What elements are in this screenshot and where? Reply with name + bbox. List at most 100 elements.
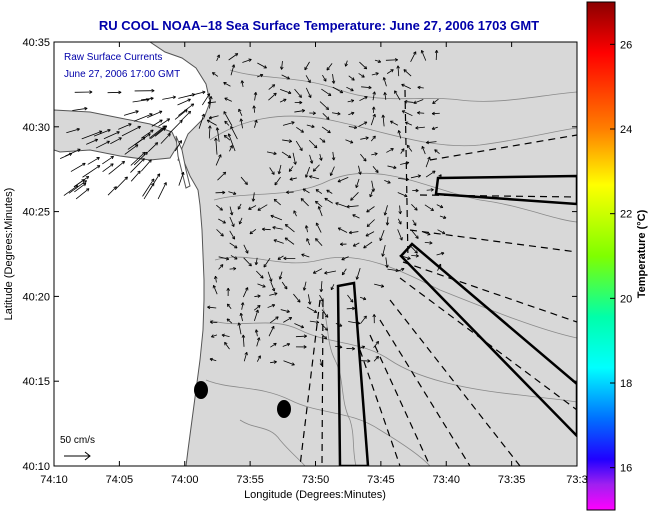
current-arrow	[361, 85, 372, 90]
current-arrow	[359, 296, 367, 301]
current-arrow	[215, 190, 226, 195]
current-arrow	[278, 271, 283, 280]
current-arrow	[211, 72, 219, 77]
current-arrow	[102, 163, 114, 173]
current-arrow	[93, 128, 111, 137]
current-arrow	[401, 83, 411, 89]
current-arrow	[294, 323, 305, 329]
current-arrow	[263, 257, 271, 268]
current-arrow	[229, 266, 237, 271]
current-arrow	[410, 245, 418, 254]
current-arrow	[266, 151, 277, 156]
current-arrow	[270, 214, 283, 221]
current-arrow	[157, 182, 167, 200]
current-arrow	[371, 152, 378, 156]
current-arrow	[277, 255, 284, 260]
current-arrow	[410, 174, 421, 179]
current-arrow	[335, 202, 347, 208]
current-arrow	[294, 88, 302, 98]
current-arrow	[268, 325, 275, 337]
current-arrow	[206, 119, 217, 126]
current-arrow	[279, 88, 292, 95]
current-arrow	[382, 77, 387, 87]
current-arrow	[208, 115, 219, 120]
map-area	[54, 42, 577, 466]
current-arrow	[252, 105, 256, 113]
current-arrow	[360, 136, 369, 140]
current-arrow	[269, 292, 278, 296]
current-arrow	[239, 312, 244, 322]
current-arrow	[386, 148, 394, 153]
current-arrow	[243, 351, 248, 362]
current-arrow	[228, 53, 239, 61]
current-arrow	[229, 242, 238, 249]
current-arrow	[321, 309, 329, 318]
current-arrow	[305, 75, 311, 84]
current-arrow	[286, 190, 294, 195]
current-arrow	[437, 229, 446, 235]
current-arrow	[118, 123, 132, 130]
x-axis: 74:10 74:05 74:00 73:55 73:50 73:45 73:40 73:35…	[40, 42, 588, 486]
sandy-hook	[175, 135, 191, 189]
current-arrow	[398, 267, 405, 272]
current-arrow	[381, 114, 385, 127]
current-arrow	[240, 302, 245, 310]
current-arrow	[302, 188, 310, 194]
current-arrow	[254, 309, 259, 321]
current-arrow	[177, 98, 191, 106]
current-arrow	[211, 334, 218, 338]
current-arrow	[151, 119, 163, 127]
current-arrow	[322, 74, 327, 82]
current-arrow	[273, 198, 281, 206]
current-arrow	[95, 140, 110, 149]
current-arrow	[385, 216, 390, 226]
current-arrow	[365, 231, 375, 237]
scale-arrow	[64, 451, 91, 461]
colorbar	[586, 1, 616, 511]
current-arrow	[226, 303, 232, 309]
current-arrow	[385, 257, 389, 268]
current-arrow	[424, 241, 433, 245]
current-arrow	[386, 69, 394, 74]
current-arrow	[281, 281, 288, 290]
current-arrow	[277, 164, 282, 175]
current-arrow	[256, 270, 264, 279]
current-arrow	[270, 281, 276, 292]
current-arrow	[347, 294, 354, 303]
current-arrow	[387, 165, 397, 170]
current-arrow	[331, 73, 336, 84]
x-axis-label: Longitude (Degrees:Minutes)	[244, 489, 386, 501]
colorbar-tick-label: 26	[620, 39, 632, 51]
current-arrow	[270, 342, 277, 348]
current-arrow	[396, 65, 400, 77]
current-arrow	[296, 126, 304, 133]
current-arrow	[329, 166, 335, 176]
current-arrow	[134, 133, 151, 146]
y-tick-label: 40:20	[22, 291, 50, 303]
current-arrow	[279, 98, 287, 103]
figure-title: RU COOL NOAA–18 Sea Surface Temperature:…	[99, 18, 539, 33]
current-arrow	[397, 218, 402, 225]
current-arrow	[314, 200, 323, 208]
current-arrow	[140, 129, 154, 139]
current-arrow	[372, 91, 376, 101]
current-arrow	[345, 139, 354, 144]
current-arrow	[142, 178, 155, 197]
current-arrow	[341, 256, 349, 261]
current-arrow	[420, 50, 427, 61]
current-arrow	[216, 229, 224, 237]
radar-beam-lines	[299, 89, 577, 466]
current-arrow	[229, 206, 234, 216]
current-arrow	[372, 314, 376, 324]
current-arrow	[397, 130, 402, 139]
current-arrow	[254, 119, 258, 128]
current-arrow	[350, 192, 359, 201]
current-arrow	[215, 154, 222, 166]
x-tick-label: 73:3	[566, 474, 587, 486]
current-arrow	[267, 271, 273, 282]
current-arrow	[306, 124, 315, 129]
current-arrow	[274, 176, 281, 186]
inland-water	[54, 109, 179, 161]
current-arrow	[417, 85, 424, 90]
scale-label: 50 cm/s	[60, 435, 95, 446]
